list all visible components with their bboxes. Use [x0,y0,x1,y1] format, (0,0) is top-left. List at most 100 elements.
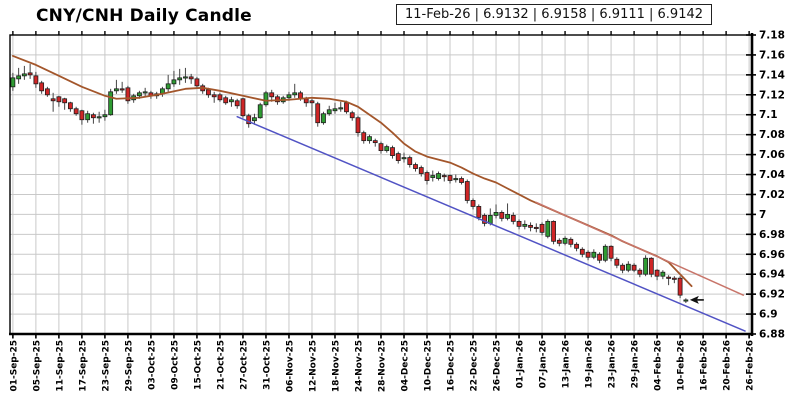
ohlc-info-box: 11-Feb-26 | 6.9132 | 6.9158 | 6.9111 | 6… [396,4,713,25]
ohlc-info-text: 11-Feb-26 | 6.9132 | 6.9158 | 6.9111 | 6… [405,7,704,22]
lower-trendline [236,115,746,332]
x-tick-label: 10-Dec-25 [424,340,434,391]
candle-down [349,112,355,119]
x-tick-label: 10-Feb-26 [677,340,687,391]
x-tick-label: 24-Nov-25 [354,340,364,392]
candle-down [620,264,625,271]
y-tick-label: 7.02 [759,189,785,201]
x-tick-label: 20-Feb-26 [723,340,733,391]
candle-up [643,257,648,275]
candle-up [562,237,568,244]
candle-down [67,102,73,110]
candle-down [666,276,671,279]
candle-down [528,224,533,228]
candle-down [240,98,246,117]
candle-up [453,178,459,181]
candle-down [372,140,378,144]
candle-down [476,206,482,218]
candle-up [436,173,441,179]
chart-title: CNY/CNH Daily Candle [36,6,252,26]
candle-down [361,132,367,142]
candle-down [556,239,562,244]
candle-up [10,77,16,88]
candle-up [493,212,499,216]
x-tick-label: 01-Jan-26 [516,340,526,388]
x-tick-label: 04-Feb-26 [654,340,664,391]
candle-up [108,91,114,116]
candle-up [85,113,91,121]
x-tick-label: 13-Jan-26 [562,340,572,388]
y-tick-label: 7.08 [759,129,785,141]
candle-up [257,104,263,119]
x-tick-label: 29-Sep-25 [124,340,134,392]
x-tick-label: 22-Dec-25 [470,340,480,391]
candle-up [660,271,666,277]
candle-down [424,172,430,181]
candle-up [683,299,689,302]
candle-down [378,143,384,152]
y-tick-label: 7.06 [759,149,785,161]
candle-down [516,220,522,227]
candle-down [315,103,321,124]
x-tick-label: 29-Jan-26 [631,340,641,388]
candle-up [545,220,551,237]
x-tick-label: 04-Dec-25 [401,340,411,391]
candle-down [418,167,424,174]
candle-up [16,75,22,80]
candle-down [194,78,200,87]
candle-down [447,175,453,181]
candle-down [499,212,505,219]
candle-down [39,82,45,92]
candle-down [671,277,677,280]
x-tick-label: 27-Oct-25 [239,340,249,390]
x-tick-label: 05-Sep-25 [32,340,42,392]
x-tick-label: 17-Sep-25 [78,340,88,392]
y-tick-label: 7.14 [759,69,785,81]
candle-down [303,98,309,104]
candle-down [27,72,33,76]
candle-up [171,79,177,85]
y-tick-label: 6.88 [759,329,785,341]
x-tick-label: 26-Feb-26 [746,340,756,391]
overlay-lines-layer [11,55,746,332]
axes-layer [9,31,756,339]
candle-down [33,75,39,85]
y-tick-label: 7.16 [759,49,785,61]
candle-down [56,96,62,103]
candle-down [482,214,487,224]
candle-down [648,257,654,275]
x-tick-label: 11-Sep-25 [55,340,65,392]
candle-down [275,96,280,103]
y-tick-label: 6.98 [759,229,785,241]
candle-down [413,164,418,169]
candle-up [142,91,148,94]
candle-down [344,102,349,113]
y-tick-label: 7.12 [759,89,785,101]
candle-down [44,88,50,96]
candle-up [384,146,390,152]
candle-up [591,251,597,258]
candle-up [286,94,292,99]
y-tick-label: 6.92 [759,289,785,301]
candle-down [217,94,223,101]
candle-down [62,98,68,104]
x-tick-label: 21-Oct-25 [216,340,226,390]
x-tick-label: 07-Jan-26 [539,340,549,388]
y-tick-label: 6.96 [759,249,785,261]
candle-down [464,181,470,201]
candle-down [539,223,545,233]
candle-down [206,89,211,96]
candle-down [677,277,683,296]
candle-down [395,153,401,161]
candle-up [332,108,338,112]
axis-labels-layer: 7.18 7.16 7.14 7.12 7.1 7.08 7.06 7.04 7.02 7 6.98… [9,30,785,393]
candle-down [585,251,591,258]
candle-up [165,83,171,90]
grid-layer [10,34,752,335]
latest-price-arrow [689,295,699,304]
candle-down [568,238,574,245]
candle-down [407,157,413,165]
candle-down [470,200,476,207]
